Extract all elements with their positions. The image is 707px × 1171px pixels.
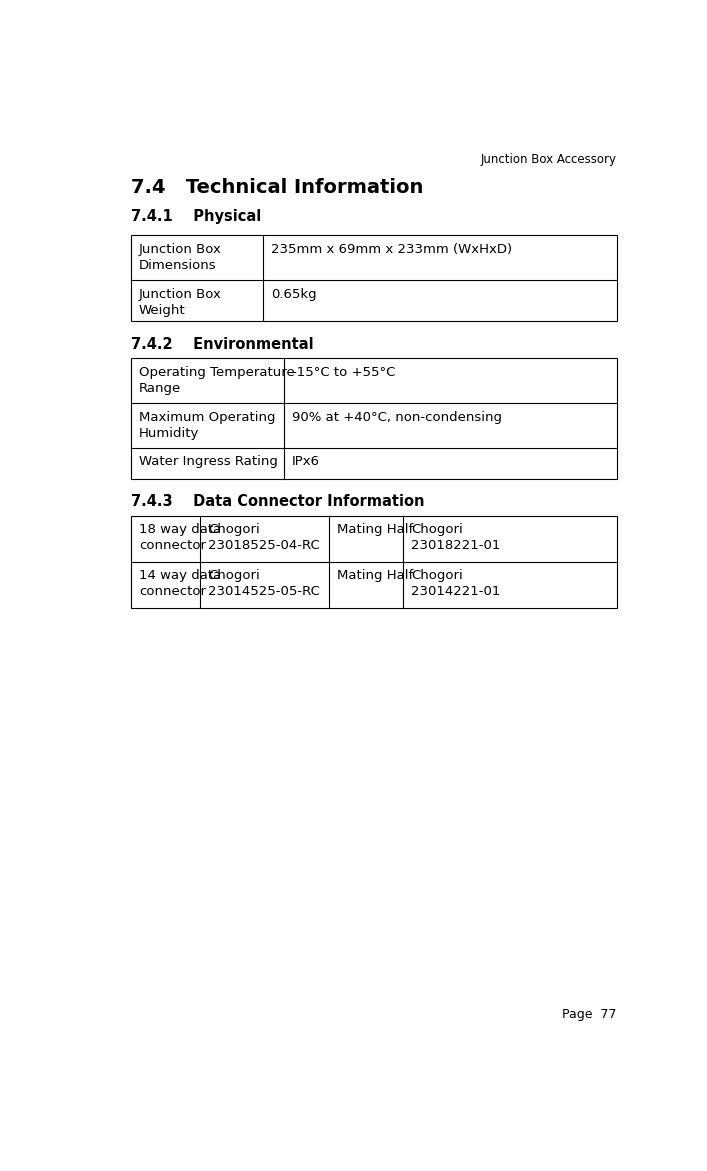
Text: Chogori
23014221-01: Chogori 23014221-01: [411, 569, 501, 598]
Text: Junction Box
Weight: Junction Box Weight: [139, 288, 221, 316]
Text: 18 way data
connector: 18 way data connector: [139, 523, 221, 553]
Bar: [131, 235, 617, 322]
Bar: [131, 515, 617, 608]
Text: Water Ingress Rating: Water Ingress Rating: [139, 456, 278, 468]
Text: 14 way data
connector: 14 way data connector: [139, 569, 221, 598]
Text: 7.4.3    Data Connector Information: 7.4.3 Data Connector Information: [131, 494, 424, 509]
Text: Chogori
23018525-04-RC: Chogori 23018525-04-RC: [209, 523, 320, 553]
Bar: [131, 358, 617, 479]
Text: Junction Box
Dimensions: Junction Box Dimensions: [139, 242, 221, 272]
Text: 90% at +40°C, non-condensing: 90% at +40°C, non-condensing: [292, 411, 502, 424]
Text: 7.4.2    Environmental: 7.4.2 Environmental: [131, 337, 314, 351]
Text: Page  77: Page 77: [563, 1007, 617, 1021]
Text: Chogori
23014525-05-RC: Chogori 23014525-05-RC: [209, 569, 320, 598]
Text: 7.4   Technical Information: 7.4 Technical Information: [131, 178, 423, 197]
Text: Mating Half: Mating Half: [337, 569, 414, 582]
Text: Operating Temperature
Range: Operating Temperature Range: [139, 367, 295, 395]
Text: Junction Box Accessory: Junction Box Accessory: [481, 153, 617, 166]
Text: -15°C to +55°C: -15°C to +55°C: [292, 367, 395, 379]
Text: Maximum Operating
Humidity: Maximum Operating Humidity: [139, 411, 275, 440]
Text: 7.4.1    Physical: 7.4.1 Physical: [131, 210, 262, 224]
Text: 235mm x 69mm x 233mm (WxHxD): 235mm x 69mm x 233mm (WxHxD): [271, 242, 512, 256]
Text: IPx6: IPx6: [292, 456, 320, 468]
Text: 0.65kg: 0.65kg: [271, 288, 317, 301]
Text: Chogori
23018221-01: Chogori 23018221-01: [411, 523, 501, 553]
Text: Mating Half: Mating Half: [337, 523, 414, 536]
